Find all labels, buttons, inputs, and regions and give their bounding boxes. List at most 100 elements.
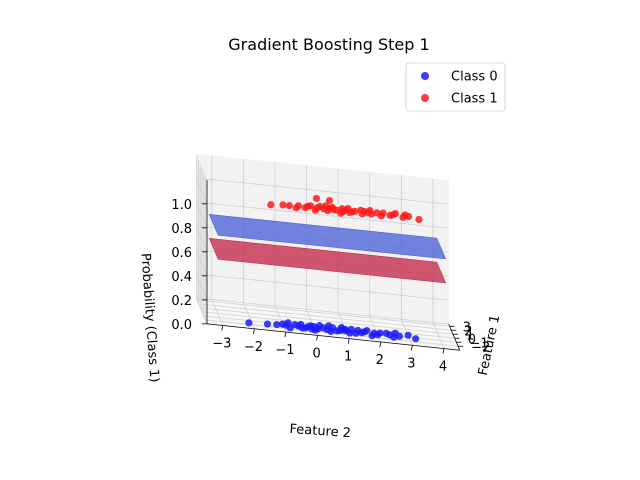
class-0-point <box>333 327 341 335</box>
gridline-y-floor <box>432 322 445 349</box>
gridline-z-back <box>195 201 449 229</box>
legend-label-class-1: Class 1 <box>451 92 498 107</box>
feature-2-tick-mark <box>442 348 445 354</box>
gridline-z-wall <box>195 201 208 229</box>
feature-1-tick-label: 0 <box>468 332 476 347</box>
prediction-surfaces <box>208 214 447 284</box>
class-0-point <box>376 329 384 337</box>
step-0-surface <box>208 214 447 260</box>
probability-ticks: 0.0 0.2 0.4 0.6 0.8 1.0 <box>171 198 207 333</box>
class-0-point <box>273 321 281 329</box>
class-0-point <box>412 335 420 343</box>
feature-2-axis-line <box>206 323 460 351</box>
gridline-z-back <box>195 273 449 301</box>
feature-2-tick-mark <box>316 335 318 341</box>
class-1-point <box>401 211 409 219</box>
feature-2-tick-mark <box>221 325 224 331</box>
gridline-x-floor <box>196 299 450 327</box>
probability-tick-label: 0.8 <box>171 222 192 237</box>
probability-tick-label: 1.0 <box>171 198 192 213</box>
class-1-points <box>267 194 423 224</box>
feature-2-tick-mark <box>411 345 413 351</box>
legend: Class 0 Class 1 <box>405 62 506 112</box>
legend-label-class-0: Class 0 <box>451 70 498 85</box>
class-0-point <box>404 331 412 339</box>
class-0-point <box>245 319 253 327</box>
gridline-z-wall <box>195 249 208 277</box>
gridline-z-back <box>195 177 449 205</box>
class-1-point <box>348 208 356 216</box>
class-1-point <box>304 202 312 210</box>
class-0-point <box>354 326 362 335</box>
feature-1-tick-label: 2 <box>464 324 472 339</box>
class-1-point <box>360 207 368 216</box>
class-1-point <box>329 205 337 213</box>
feature-2-tick-label: −2 <box>244 340 263 355</box>
feature-1-axis-line <box>448 324 461 351</box>
feature-2-tick-label: 1 <box>344 350 352 365</box>
class-1-point <box>279 201 287 209</box>
class-1-point <box>415 215 423 224</box>
class-1-point <box>316 202 324 211</box>
gridline-z-wall <box>195 297 208 325</box>
class-0-point <box>263 320 272 328</box>
class-0-point <box>315 322 324 330</box>
class-1-point <box>366 206 374 215</box>
gridline-y-floor <box>242 302 255 329</box>
feature-2-tick-mark <box>284 332 287 338</box>
feature-2-tick-mark <box>347 338 350 344</box>
class-0-points <box>245 319 420 343</box>
gridline-z-wall <box>195 273 208 301</box>
feature-2-tick-label: 3 <box>407 356 415 371</box>
class-1-point <box>322 202 330 210</box>
feature-1-tick-label: 1 <box>466 328 474 343</box>
class-1-point <box>337 209 345 217</box>
class-0-point <box>301 324 309 332</box>
feature-1-tick-label: −1 <box>469 336 488 351</box>
class-1-point <box>377 212 385 220</box>
class-0-point <box>308 325 316 333</box>
class-0-point <box>368 332 376 340</box>
gridline-x-floor <box>198 303 452 331</box>
probability-tick-label: 0.0 <box>171 318 192 333</box>
feature-2-axis-title: Feature 2 <box>289 422 351 441</box>
feature-2-tick-mark <box>379 341 382 348</box>
legend-box <box>405 62 506 112</box>
class-1-point <box>312 194 321 203</box>
class-0-point <box>325 322 333 330</box>
class-1-point <box>389 211 397 219</box>
gridline-z-back <box>195 297 449 325</box>
class-1-point <box>294 202 302 210</box>
class-0-point <box>347 325 355 333</box>
class-0-point <box>294 322 303 330</box>
class-0-point <box>279 320 287 328</box>
class-0-point <box>284 319 292 327</box>
chart-title: Gradient Boosting Step 1 <box>228 35 429 54</box>
step-1-surface <box>208 238 447 284</box>
class-1-point <box>285 201 293 210</box>
gridline-y-floor <box>211 299 224 326</box>
class-0-point <box>363 327 371 335</box>
feature-2-tick-label: 4 <box>439 360 447 375</box>
class-1-point <box>267 201 275 209</box>
probability-tick-label: 0.2 <box>171 294 192 309</box>
feature-2-tick-mark <box>253 328 255 334</box>
feature-2-tick-label: 0 <box>312 346 320 361</box>
feature-1-tick-label: 3 <box>463 320 471 335</box>
gridline-x-floor <box>200 307 454 335</box>
feature-2-ticks: −3 −2 −1 0 1 2 3 4 <box>212 325 447 375</box>
gridline-z-wall <box>195 177 208 205</box>
class-0-point <box>391 329 399 337</box>
class-0-point <box>338 326 347 334</box>
feature-2-tick-label: 2 <box>376 353 384 368</box>
gridline-z-wall <box>195 225 208 253</box>
probability-tick-label: 0.6 <box>171 246 192 261</box>
feature-2-tick-label: −3 <box>212 337 231 352</box>
class-1-point <box>325 196 334 205</box>
legend-marker-class-1 <box>421 94 429 102</box>
probability-tick-label: 0.4 <box>171 270 192 285</box>
probability-axis-title: Probability (Class 1) <box>137 253 161 383</box>
feature-1-tick-label: −2 <box>471 340 490 355</box>
